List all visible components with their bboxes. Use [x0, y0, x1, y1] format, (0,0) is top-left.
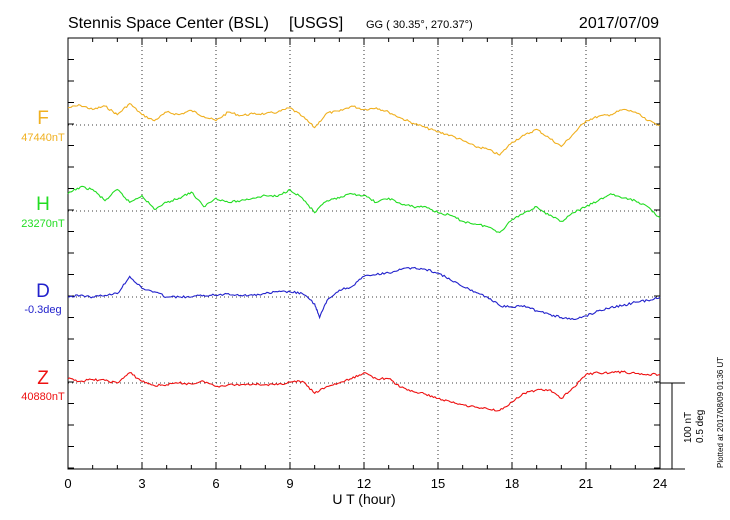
x-tick-label: 0	[64, 476, 71, 491]
series-line-h	[67, 185, 661, 234]
series-baseline-h: 23270nT	[21, 218, 65, 230]
scale-nt-label: 100 nT	[683, 412, 694, 443]
series-line-f	[67, 102, 661, 156]
x-tick-label: 24	[653, 476, 667, 491]
scale-bar: 100 nT 0.5 deg	[660, 382, 706, 470]
series-name-z: Z	[37, 368, 49, 389]
x-tick-label: 9	[286, 476, 293, 491]
date-label: 2017/07/09	[579, 15, 659, 32]
series-name-f: F	[37, 108, 49, 129]
plotted-at-note: Plotted at 2017/08/09 01:36 UT	[716, 357, 725, 468]
x-axis-label: U T (hour)	[332, 491, 395, 507]
axis-ticks	[67, 38, 661, 469]
x-tick-labels: 0 3 6 9 12 15 18 21 24	[64, 476, 667, 491]
scale-deg-label: 0.5 deg	[695, 410, 706, 443]
station-title: Stennis Space Center (BSL)	[68, 15, 269, 32]
x-tick-label: 21	[579, 476, 593, 491]
series-labels: F 47440nT H 23270nT D -0.3deg Z 40880nT	[21, 108, 65, 403]
series-baseline-z: 40880nT	[21, 391, 65, 403]
series-line-d	[67, 266, 661, 321]
series-baseline-d: -0.3deg	[24, 304, 61, 316]
x-tick-label: 12	[357, 476, 371, 491]
agency-label: [USGS]	[289, 15, 343, 32]
x-tick-label: 18	[505, 476, 519, 491]
x-tick-label: 15	[431, 476, 445, 491]
series-line-z	[67, 370, 661, 412]
series-name-d: D	[36, 281, 50, 302]
grid	[68, 38, 660, 469]
coordinates-label: GG ( 30.35°, 270.37°)	[366, 19, 473, 31]
x-tick-label: 3	[138, 476, 145, 491]
series-group	[67, 102, 661, 412]
series-baseline-f: 47440nT	[21, 132, 65, 144]
x-tick-label: 6	[212, 476, 219, 491]
series-name-h: H	[36, 194, 50, 215]
